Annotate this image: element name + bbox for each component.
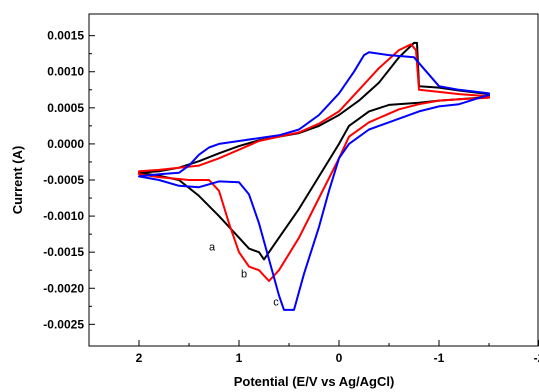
- curves-layer: [138, 41, 490, 311]
- y-tick-label: -0.0025: [43, 317, 84, 331]
- y-tick-label: 0.0000: [47, 137, 84, 151]
- tick-labels-layer: 2 1 0 -1 -2 -0.0025 -0.0020 -0.0015 -0.0010 -0.00…: [43, 29, 539, 365]
- x-tick-label: 2: [136, 351, 143, 365]
- curve-label-b: b: [241, 268, 247, 280]
- x-tick-label: -1: [434, 351, 445, 365]
- ticks-layer: [89, 35, 539, 346]
- curve-label-c: c: [273, 297, 279, 309]
- x-tick-label: 1: [236, 351, 243, 365]
- series-curve-c: [138, 51, 490, 311]
- y-tick-label: 0.0010: [47, 65, 84, 79]
- x-tick-label: -2: [534, 351, 539, 365]
- y-tick-label: -0.0015: [43, 245, 84, 259]
- y-tick-label: -0.0010: [43, 209, 84, 223]
- annotations-layer: a b c: [209, 242, 279, 309]
- y-tick-label: -0.0020: [43, 281, 84, 295]
- x-axis-title: Potential (E/V vs Ag/AgCl): [234, 374, 395, 389]
- y-tick-label: 0.0015: [47, 29, 84, 43]
- curve-label-a: a: [209, 242, 216, 254]
- y-tick-label: -0.0005: [43, 173, 84, 187]
- y-axis-title: Current (A): [10, 146, 25, 215]
- x-tick-label: 0: [336, 351, 343, 365]
- series-curve-b: [138, 43, 490, 282]
- y-tick-label: 0.0005: [47, 101, 84, 115]
